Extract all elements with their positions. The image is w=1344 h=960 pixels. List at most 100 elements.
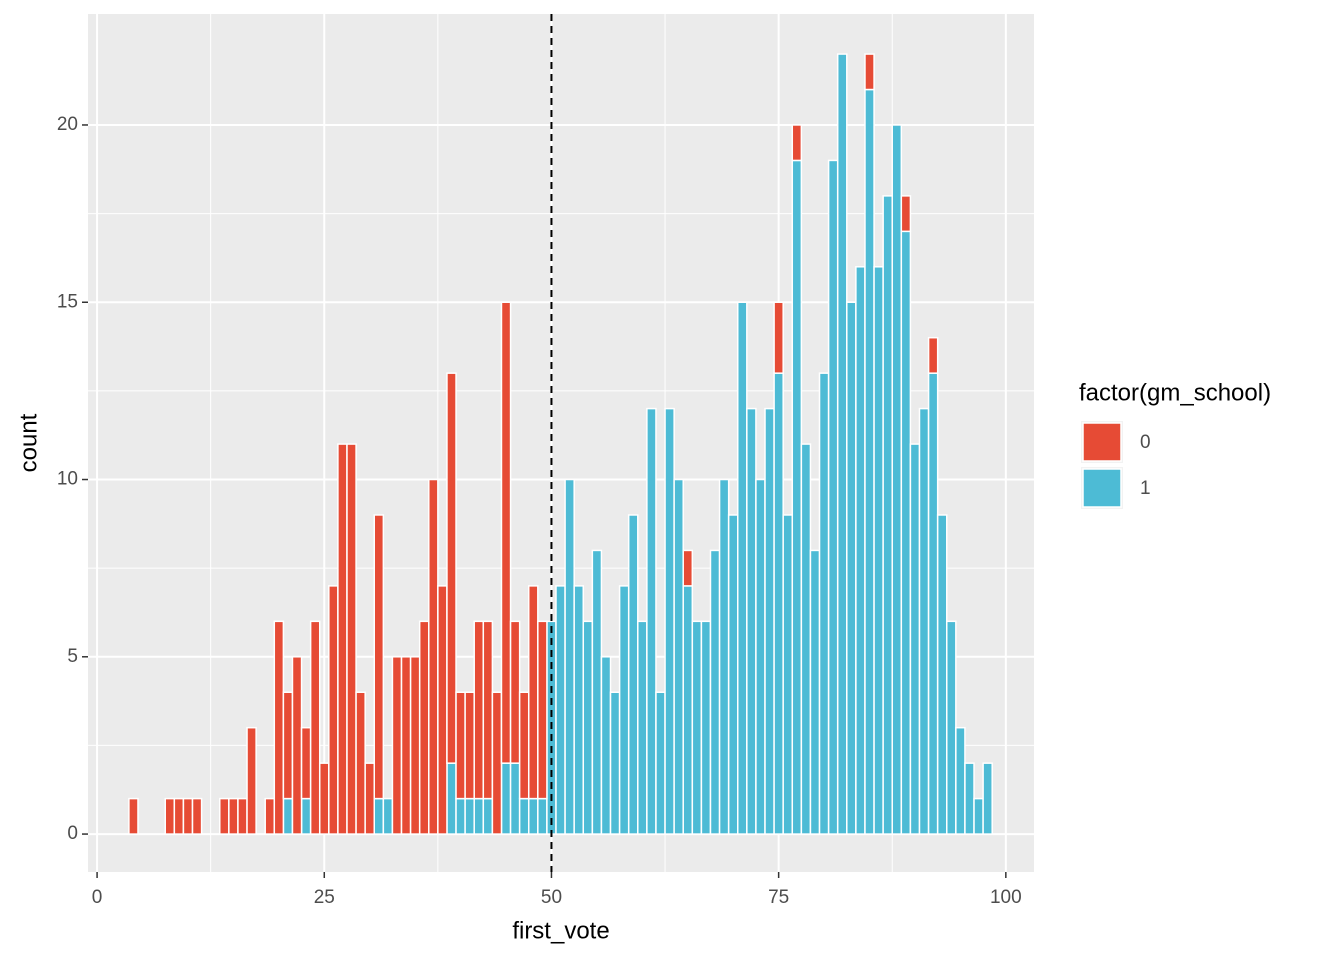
legend-label: 1 [1140,478,1151,499]
bar [446,762,457,835]
legend-title: factor(gm_school) [1079,379,1271,406]
bar [582,620,594,835]
y-tick-label: 5 [67,646,78,667]
bar [328,585,339,835]
bar [337,443,348,835]
y-tick-label: 10 [57,469,78,490]
bar [982,762,993,835]
bar [464,691,475,800]
x-tick-label: 100 [990,887,1022,908]
bar [518,691,530,800]
bar [855,266,866,835]
bar [618,585,630,835]
bar [300,726,312,800]
bar [637,620,648,835]
bar [800,443,812,835]
bar [691,620,703,835]
bar [537,797,548,835]
bar [527,797,539,835]
bar [818,372,830,835]
bar [509,620,521,764]
bar [482,797,494,835]
bar [746,407,757,835]
bar [927,372,939,835]
bar [846,301,857,835]
bar [309,620,321,835]
bar [446,372,457,764]
bar [391,656,403,835]
bar [773,301,784,374]
bar [355,691,366,835]
x-axis-title: first_vote [512,917,609,944]
bar [464,797,475,835]
legend-swatch [1082,422,1122,462]
bar [755,478,766,835]
x-tick-label: 75 [768,887,789,908]
bar [900,195,912,233]
bar [827,159,839,835]
bar [282,797,294,835]
bar [273,620,285,835]
bar [600,656,612,835]
legend-swatch [1082,468,1122,508]
bar [400,656,412,835]
bar [318,762,330,835]
bar [909,443,921,835]
bar [491,691,503,835]
y-tick-label: 15 [57,291,78,312]
bar [437,585,448,835]
bar [873,266,884,835]
bar [455,691,466,800]
bar [537,620,548,800]
bar [455,797,466,835]
bar [936,514,948,835]
bar [128,797,139,835]
bar [555,585,566,835]
y-tick-label: 20 [57,114,78,135]
x-tick-label: 25 [314,887,335,908]
legend-label: 0 [1140,432,1151,453]
bar [164,797,176,835]
bar [791,159,803,835]
bar [718,478,730,835]
bar [809,549,821,835]
bar [500,301,512,764]
bar [591,549,603,835]
bar [282,691,294,800]
bar [682,585,694,835]
bar [264,797,276,835]
bar [673,478,684,835]
bar [737,301,748,835]
bar [382,797,394,835]
bar [182,797,194,835]
bar [246,726,257,835]
bar [473,620,485,800]
bar [664,407,675,835]
bar [609,691,621,835]
bar [700,620,712,835]
bar [882,195,893,835]
bar [219,797,230,835]
bar [782,514,794,835]
bar [228,797,239,835]
bar [428,478,439,835]
bar [973,797,984,835]
bar [300,797,312,835]
bar [573,585,585,835]
bar [864,88,875,835]
x-tick-label: 0 [92,887,103,908]
bar [373,514,385,800]
bar [191,797,203,835]
y-tick-label: 0 [67,823,78,844]
bar [927,336,939,374]
bar [900,230,912,835]
bar [682,549,694,587]
bar [527,585,539,800]
bar [891,124,903,835]
bar [409,656,421,835]
bar [509,762,521,835]
bar [791,124,803,162]
bar [918,407,930,835]
bar [373,797,385,835]
